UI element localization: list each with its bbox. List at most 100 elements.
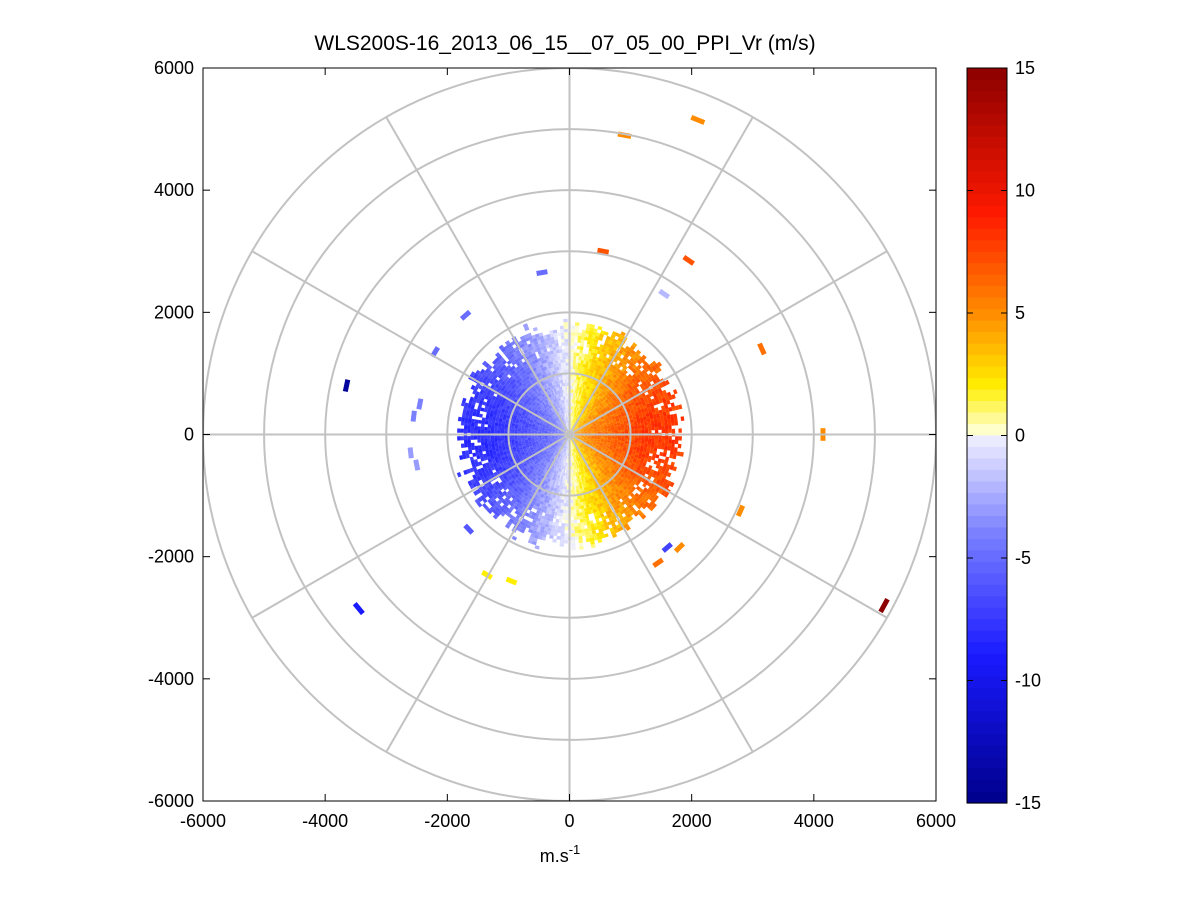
velocity-cell bbox=[571, 342, 575, 346]
velocity-cell bbox=[674, 421, 678, 426]
velocity-cell bbox=[575, 326, 579, 330]
velocity-cell bbox=[571, 500, 574, 503]
velocity-cell bbox=[561, 523, 565, 527]
velocity-cell bbox=[625, 431, 628, 433]
velocity-cell bbox=[658, 423, 662, 427]
velocity-cell bbox=[570, 383, 572, 386]
velocity-cell bbox=[578, 536, 582, 540]
velocity-cell bbox=[621, 432, 625, 434]
velocity-cell bbox=[570, 490, 572, 493]
velocity-cell bbox=[618, 435, 621, 437]
velocity-cell bbox=[468, 446, 472, 450]
velocity-cell bbox=[467, 436, 471, 440]
velocity-cell bbox=[474, 429, 478, 433]
velocity-cell bbox=[577, 526, 581, 530]
velocity-cell bbox=[487, 430, 490, 433]
velocity-cell bbox=[571, 507, 574, 510]
velocity-cell bbox=[661, 439, 665, 443]
velocity-cell bbox=[618, 430, 622, 432]
velocity-cell bbox=[571, 547, 576, 551]
velocity-cell bbox=[655, 430, 659, 434]
velocity-cell bbox=[467, 429, 471, 433]
velocity-cell bbox=[504, 438, 508, 441]
velocity-cell bbox=[484, 436, 488, 439]
velocity-cell bbox=[571, 369, 574, 373]
velocity-cell bbox=[635, 428, 639, 431]
velocity-cell bbox=[675, 440, 679, 444]
velocity-cell bbox=[638, 436, 642, 439]
velocity-cell bbox=[481, 439, 485, 443]
velocity-cell bbox=[475, 419, 479, 423]
velocity-cell bbox=[477, 436, 481, 440]
velocity-cell bbox=[611, 431, 614, 433]
velocity-cell bbox=[504, 431, 508, 434]
velocity-cell bbox=[461, 436, 465, 440]
velocity-cell bbox=[501, 431, 504, 434]
velocity-cell bbox=[484, 427, 488, 430]
velocity-cell bbox=[477, 426, 481, 430]
velocity-cell bbox=[461, 444, 465, 449]
velocity-cell bbox=[574, 349, 577, 353]
velocity-cell bbox=[662, 436, 666, 440]
velocity-cell bbox=[678, 436, 682, 440]
velocity-cell bbox=[658, 436, 662, 440]
velocity-cell bbox=[631, 429, 635, 432]
velocity-cell bbox=[577, 523, 581, 527]
velocity-cell bbox=[665, 439, 669, 443]
velocity-cell bbox=[581, 532, 585, 536]
velocity-cell bbox=[478, 445, 482, 449]
velocity-cell bbox=[571, 332, 575, 336]
velocity-cell bbox=[549, 535, 554, 539]
velocity-cell bbox=[468, 443, 472, 447]
velocity-cell bbox=[664, 422, 668, 426]
velocity-cell bbox=[475, 446, 479, 450]
velocity-cell bbox=[678, 444, 682, 449]
velocity-cell bbox=[648, 436, 651, 439]
velocity-cell bbox=[574, 336, 578, 340]
velocity-cell bbox=[580, 346, 584, 350]
velocity-cell bbox=[675, 436, 679, 440]
velocity-cell bbox=[571, 523, 575, 527]
velocity-cell bbox=[667, 418, 671, 422]
velocity-cell bbox=[576, 506, 579, 510]
velocity-cell bbox=[565, 523, 569, 527]
velocity-cell bbox=[494, 436, 497, 439]
velocity-cell bbox=[518, 435, 521, 437]
velocity-cell bbox=[497, 436, 501, 439]
velocity-cell bbox=[573, 503, 576, 507]
velocity-cell bbox=[474, 426, 478, 430]
velocity-cell bbox=[566, 500, 569, 503]
velocity-cell bbox=[555, 519, 559, 523]
velocity-cell bbox=[478, 420, 482, 424]
velocity-cell bbox=[571, 513, 574, 516]
velocity-cell bbox=[564, 527, 568, 531]
velocity-cell bbox=[464, 436, 468, 440]
chart-title: WLS200S-16_2013_06_15__07_05_00_PPI_Vr (… bbox=[314, 32, 815, 55]
velocity-cell bbox=[471, 426, 475, 430]
velocity-cell bbox=[471, 419, 475, 423]
velocity-cell bbox=[461, 429, 465, 433]
velocity-cell bbox=[572, 476, 574, 479]
velocity-cell bbox=[571, 362, 574, 366]
velocity-cell bbox=[581, 340, 585, 344]
velocity-cell bbox=[572, 480, 574, 484]
velocity-cell bbox=[574, 526, 578, 530]
velocity-cell bbox=[618, 432, 621, 434]
velocity-cell bbox=[571, 520, 575, 524]
velocity-cell bbox=[579, 546, 584, 550]
velocity-cell bbox=[648, 430, 651, 433]
velocity-cell bbox=[564, 540, 568, 544]
velocity-cell bbox=[457, 436, 461, 440]
velocity-cell bbox=[570, 483, 572, 486]
velocity-cell bbox=[571, 537, 575, 541]
velocity-cell bbox=[579, 350, 583, 354]
velocity-cell bbox=[497, 431, 501, 434]
velocity-cell bbox=[504, 436, 508, 439]
velocity-cell bbox=[571, 352, 574, 355]
velocity-cell bbox=[580, 519, 584, 523]
velocity-cell bbox=[641, 425, 645, 428]
velocity-cell bbox=[668, 429, 672, 433]
velocity-cell bbox=[566, 503, 569, 507]
velocity-cell bbox=[560, 540, 564, 544]
